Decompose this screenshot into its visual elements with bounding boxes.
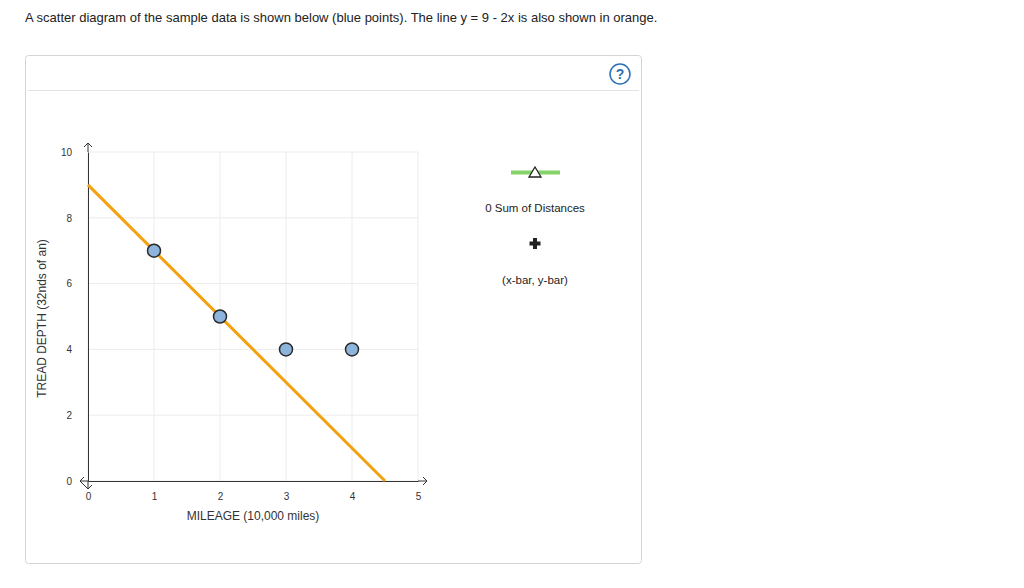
y-axis: 0 2 4 6 8 10 (61, 147, 89, 487)
y-axis-line (88, 153, 89, 482)
grid-line-x (286, 152, 287, 481)
x-tick-label: 1 (152, 491, 158, 502)
y-tick: 2 (66, 410, 88, 421)
x-arrow-right (418, 477, 427, 485)
y-tick: 6 (66, 278, 88, 289)
y-tick-label: 6 (66, 278, 72, 289)
y-tick: 0 (66, 476, 88, 487)
grid-line-y (88, 217, 418, 218)
help-circle[interactable] (610, 64, 630, 84)
tool-label[interactable]: (x-bar, y-bar) (502, 274, 568, 286)
grid-line-x (88, 152, 89, 481)
grid-line-y (88, 415, 418, 416)
x-tick: 0 (86, 481, 92, 502)
tool-triangle-icon[interactable] (529, 167, 541, 177)
plot-marks (88, 185, 385, 481)
y-arrow-up (84, 143, 92, 152)
y-axis-title: TREAD DEPTH (32nds of an) (35, 239, 49, 398)
x-axis: 0 1 2 3 4 5 (86, 481, 422, 502)
axis-arrows (80, 143, 427, 489)
y-tick-label: 0 (66, 476, 72, 487)
mean-point-tool[interactable]: (x-bar, y-bar) (502, 238, 568, 286)
y-tick-label: 4 (66, 344, 72, 355)
grid-line-x (352, 152, 353, 481)
data-point[interactable] (148, 244, 161, 257)
grid-line-y (88, 152, 418, 153)
tool-label[interactable]: 0 Sum of Distances (485, 202, 585, 214)
y-tick-label: 8 (66, 213, 72, 224)
grid-line-y (88, 283, 418, 284)
caption: A scatter diagram of the sample data is … (25, 10, 657, 25)
y-tick: 4 (66, 344, 88, 355)
y-tick: 10 (61, 147, 88, 158)
tool-plus-icon[interactable] (530, 238, 541, 249)
x-tick-label: 4 (350, 491, 356, 502)
x-tick-label: 3 (284, 491, 290, 502)
x-tick: 3 (284, 481, 290, 502)
grid-line-y (88, 481, 418, 482)
data-point[interactable] (346, 343, 359, 356)
x-arrow-left (80, 477, 88, 485)
x-tick: 4 (350, 481, 356, 502)
help-icon[interactable]: ? (616, 66, 625, 82)
panel-divider (28, 90, 639, 91)
grid-line-x (154, 152, 155, 481)
y-tick-label: 2 (66, 410, 72, 421)
x-axis-line (89, 481, 419, 482)
x-tick-label: 0 (86, 491, 92, 502)
data-point[interactable] (280, 343, 293, 356)
panel (26, 56, 642, 564)
x-tick-label: 5 (416, 491, 422, 502)
grid-line-x (418, 152, 419, 481)
reference-line (88, 185, 385, 481)
page: A scatter diagram of the sample data is … (0, 0, 1024, 588)
y-tick: 8 (66, 213, 88, 224)
grid (88, 152, 418, 481)
tool-palette: 0 Sum of Distances (x-bar, y-bar) (485, 167, 585, 286)
y-tick-label: 10 (61, 147, 73, 158)
help-button[interactable]: ? (610, 64, 630, 84)
x-tick-label: 2 (218, 491, 224, 502)
x-tick: 2 (218, 481, 224, 502)
x-tick: 5 (416, 481, 422, 502)
y-arrow-down (84, 481, 92, 489)
sum-of-distances-tool[interactable]: 0 Sum of Distances (485, 167, 585, 214)
data-point[interactable] (214, 310, 227, 323)
x-axis-title: MILEAGE (10,000 miles) (187, 509, 320, 523)
x-tick: 1 (152, 481, 158, 502)
